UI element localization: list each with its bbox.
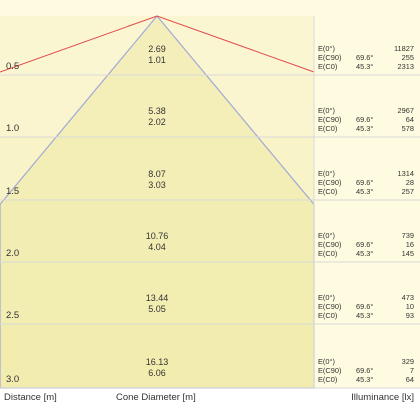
illuminance-line: E(0°) 2967 [318,106,414,115]
illuminance-angle: 69.6° [356,240,374,250]
illuminance-value: 578 [401,124,414,134]
illuminance-angle: 69.6° [356,115,374,125]
illuminance-label: E(0°) [318,293,335,302]
illuminance-angle: 45.3° [356,375,374,385]
illuminance-label: E(C90) [318,302,342,312]
illuminance-line: E(C90) 69.6° 64 [318,115,414,124]
illuminance-block: E(0°) 329 E(C90) 69.6° 7 E(C0) 45.3° 64 [318,357,414,385]
illuminance-label: E(C90) [318,178,342,188]
illuminance-line: E(C90) 69.6° 7 [318,366,414,375]
illuminance-angle: 45.3° [356,187,374,197]
illuminance-line: E(0°) 1314 [318,169,414,178]
illuminance-label: E(0°) [318,44,335,53]
illuminance-line: E(C90) 69.6° 255 [318,53,414,62]
illuminance-value: 1314 [397,169,414,178]
illuminance-value: 28 [405,178,414,188]
illuminance-label: E(0°) [318,169,335,178]
illuminance-angle: 69.6° [356,302,374,312]
illuminance-block: E(0°) 739 E(C90) 69.6° 16 E(C0) 45.3° 145 [318,231,414,259]
illuminance-line: E(0°) 329 [318,357,414,366]
illuminance-value: 473 [401,293,414,302]
illuminance-angle: 45.3° [356,62,374,72]
illuminance-block: E(0°) 473 E(C90) 69.6° 10 E(C0) 45.3° 93 [318,293,414,321]
illuminance-line: E(0°) 473 [318,293,414,302]
illuminance-line: E(C0) 45.3° 64 [318,375,414,384]
beam-angle-lines [0,15,315,73]
distance-label: 2.5 [6,310,20,321]
illuminance-line: E(C0) 45.3° 257 [318,187,414,196]
lux-value: 16.13 [145,357,169,367]
illuminance-line: E(0°) 739 [318,231,414,240]
distance-axis-label: Distance [m] [4,392,57,403]
illuminance-value: 93 [405,311,414,321]
illuminance-line: E(C90) 69.6° 16 [318,240,414,249]
cone-diameter-value: 5.05 [148,304,166,314]
illuminance-value: 739 [401,231,414,240]
distance-label: 2.0 [6,248,20,259]
illuminance-line: E(C90) 69.6° 28 [318,178,414,187]
illuminance-angle: 45.3° [356,249,374,259]
illuminance-line: E(C0) 45.3° 578 [318,124,414,133]
illuminance-angle: 45.3° [356,311,374,321]
cone-diameter-value: 1.01 [148,55,166,65]
lux-value: 8.07 [148,169,166,179]
lux-value: 13.44 [145,293,169,303]
illuminance-label: E(C90) [318,115,342,125]
illuminance-value: 10 [405,302,414,312]
illuminance-label: E(C90) [318,240,342,250]
illuminance-label: E(C0) [318,249,338,259]
illuminance-angle: 69.6° [356,366,374,376]
illuminance-label: E(C0) [318,187,338,197]
illuminance-label: E(C90) [318,366,342,376]
cone-diameter-value: 6.06 [148,368,166,378]
lux-value: 10.76 [145,231,169,241]
illuminance-label: E(0°) [318,106,335,115]
cone-diameter-value: 4.04 [148,242,166,252]
illuminance-value: 145 [401,249,414,259]
illuminance-line: E(0°) 11827 [318,44,414,53]
distance-label: 3.0 [6,374,20,385]
illuminance-line: E(C90) 69.6° 10 [318,302,414,311]
illuminance-value: 329 [401,357,414,366]
illuminance-value: 16 [405,240,414,250]
illuminance-value: 257 [401,187,414,197]
illuminance-value: 64 [405,375,414,385]
illuminance-line: E(C0) 45.3° 145 [318,249,414,258]
illuminance-label: E(C0) [318,375,338,385]
cone-diameter-value: 2.02 [148,117,166,127]
illuminance-value: 2313 [397,62,414,72]
row-separators [0,74,420,389]
lux-value: 2.69 [148,44,166,54]
cone-diameter-axis-label: Cone Diameter [m] [116,392,196,403]
illuminance-line: E(C0) 45.3° 2313 [318,62,414,71]
illuminance-angle: 69.6° [356,178,374,188]
distance-label: 0.5 [6,61,20,72]
illuminance-label: E(0°) [318,357,335,366]
illuminance-value: 2967 [397,106,414,115]
illuminance-label: E(C0) [318,124,338,134]
distance-label: 1.0 [6,123,20,134]
illuminance-value: 11827 [393,44,414,53]
illuminance-label: E(C90) [318,53,342,63]
illuminance-label: E(0°) [318,231,335,240]
illuminance-value: 7 [409,366,414,376]
illuminance-label: E(C0) [318,311,338,321]
illuminance-block: E(0°) 2967 E(C90) 69.6° 64 E(C0) 45.3° 578 [318,106,414,134]
illuminance-label: E(C0) [318,62,338,72]
illuminance-angle: 69.6° [356,53,374,63]
illuminance-value: 64 [405,115,414,125]
illuminance-axis-label: Illuminance [lx] [351,392,414,403]
illuminance-block: E(0°) 1314 E(C90) 69.6° 28 E(C0) 45.3° 257 [318,169,414,197]
illuminance-value: 255 [401,53,414,63]
illuminance-angle: 45.3° [356,124,374,134]
illuminance-block: E(0°) 11827 E(C90) 69.6° 255 E(C0) 45.3° 2313 [318,44,414,72]
cone-diameter-value: 3.03 [148,180,166,190]
illuminance-line: E(C0) 45.3° 93 [318,311,414,320]
lux-value: 5.38 [148,106,166,116]
distance-label: 1.5 [6,186,20,197]
